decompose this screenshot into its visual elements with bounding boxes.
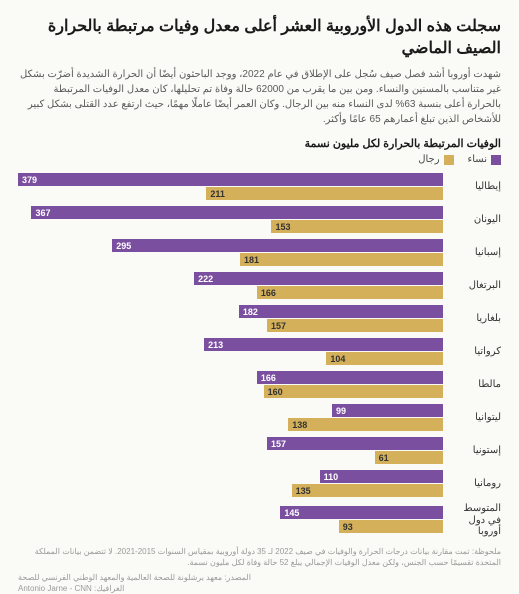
bars-group: 222 166	[18, 272, 443, 300]
bar-value-men: 211	[210, 189, 225, 199]
bar-value-women: 379	[22, 175, 37, 185]
legend: نساء رجال	[18, 154, 501, 165]
bar-value-men: 104	[330, 354, 345, 364]
credits: المصدر: معهد برشلونة للصحة العالمية والم…	[18, 572, 501, 594]
bar-value-women: 222	[198, 274, 213, 284]
bars-group: 182 157	[18, 305, 443, 333]
bar-men: 138	[288, 418, 443, 431]
bar-men: 160	[264, 385, 443, 398]
bar-value-women: 110	[324, 472, 339, 482]
row-label: كرواتيا	[443, 346, 501, 358]
page-title: سجلت هذه الدول الأوروبية العشر أعلى معدل…	[18, 16, 501, 59]
bar-value-men: 135	[296, 486, 311, 496]
bar-value-women: 213	[208, 340, 223, 350]
row-label: البرتغال	[443, 280, 501, 292]
bar-women: 110	[320, 470, 443, 483]
bar-women: 295	[112, 239, 443, 252]
subtitle: شهدت أوروبا أشد فصل صيف سُجل على الإطلاق…	[18, 67, 501, 127]
chart-row: إستونيا 157 61	[18, 437, 501, 465]
bars-group: 379 211	[18, 173, 443, 201]
bar-value-men: 153	[275, 222, 290, 232]
chart-row: مالطا166160	[18, 371, 501, 399]
bar-men: 153	[271, 220, 443, 233]
bar-value-women: 166	[261, 373, 276, 383]
bar-men: 211	[206, 187, 443, 200]
chart-row: اليونان 367 153	[18, 206, 501, 234]
bars-group: 99 138	[18, 404, 443, 432]
legend-label-women: نساء	[468, 154, 487, 165]
bar-women: 367	[31, 206, 443, 219]
bar-value-men: 181	[244, 255, 259, 265]
credits-source: المصدر: معهد برشلونة للصحة العالمية والم…	[18, 572, 501, 583]
row-label: المتوسط في دول أوروبا	[443, 503, 501, 538]
row-label: إسبانيا	[443, 247, 501, 259]
bar-men: 61	[375, 451, 443, 464]
row-label: إيطاليا	[443, 181, 501, 193]
bar-value-men: 157	[271, 321, 286, 331]
bar-value-women: 157	[271, 439, 286, 449]
chart-row: البرتغال 222 166	[18, 272, 501, 300]
row-label: ليتوانيا	[443, 412, 501, 424]
bar-women: 166	[257, 371, 443, 384]
bar-value-women: 182	[243, 307, 258, 317]
chart-row: ليتوانيا 99 138	[18, 404, 501, 432]
bars-group: 157 61	[18, 437, 443, 465]
row-label: مالطا	[443, 379, 501, 391]
bar-value-men: 138	[292, 420, 307, 430]
row-label: اليونان	[443, 214, 501, 226]
swatch-women	[491, 155, 501, 165]
chart-row: إسبانيا 295 181	[18, 239, 501, 267]
chart-row: المتوسط في دول أوروبا 145 93	[18, 503, 501, 538]
bar-chart: إيطاليا 379 211 اليونان 367 153 إسبانيا 295 181 ا…	[18, 173, 501, 538]
bars-group: 166160	[18, 371, 443, 399]
bars-group: 367 153	[18, 206, 443, 234]
bar-men: 157	[267, 319, 443, 332]
row-label: إستونيا	[443, 445, 501, 457]
bar-women: 222	[194, 272, 443, 285]
chart-row: رومانيا 110 135	[18, 470, 501, 498]
swatch-men	[444, 155, 454, 165]
credits-graphic: الغرافيك: Antonio Jarne - CNN	[18, 583, 501, 594]
bar-value-men: 160	[268, 387, 283, 397]
bar-men: 166	[257, 286, 443, 299]
row-label: بلغاريا	[443, 313, 501, 325]
bars-group: 110 135	[18, 470, 443, 498]
bars-group: 295 181	[18, 239, 443, 267]
legend-item-men: رجال	[418, 154, 453, 165]
bar-women: 213	[204, 338, 443, 351]
bar-men: 104	[326, 352, 443, 365]
bar-value-men: 61	[379, 453, 389, 463]
bar-value-women: 99	[336, 406, 346, 416]
footnote: ملحوظة: تمت مقارنة بيانات درجات الحرارة …	[18, 546, 501, 568]
bar-women: 145	[280, 506, 443, 519]
bar-value-women: 367	[35, 208, 50, 218]
chart-row: كرواتيا 213 104	[18, 338, 501, 366]
bar-women: 157	[267, 437, 443, 450]
bar-women: 182	[239, 305, 443, 318]
bar-men: 93	[339, 520, 443, 533]
bars-group: 145 93	[18, 506, 443, 534]
bars-group: 213 104	[18, 338, 443, 366]
bar-women: 99	[332, 404, 443, 417]
bar-men: 181	[240, 253, 443, 266]
chart-row: إيطاليا 379 211	[18, 173, 501, 201]
legend-item-women: نساء	[468, 154, 501, 165]
bar-women: 379	[18, 173, 443, 186]
bar-men: 135	[292, 484, 443, 497]
chart-row: بلغاريا 182 157	[18, 305, 501, 333]
row-label: رومانيا	[443, 478, 501, 490]
bar-value-women: 295	[116, 241, 131, 251]
bar-value-women: 145	[284, 508, 299, 518]
chart-title: الوفيات المرتبطة بالحرارة لكل مليون نسمة	[18, 137, 501, 150]
legend-label-men: رجال	[418, 154, 439, 165]
bar-value-men: 166	[261, 288, 276, 298]
bar-value-men: 93	[343, 522, 353, 532]
